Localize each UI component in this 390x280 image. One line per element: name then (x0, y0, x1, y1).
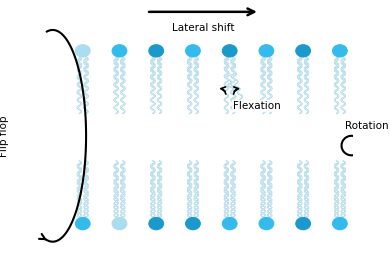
Text: Flip flop: Flip flop (0, 115, 9, 157)
Circle shape (222, 218, 237, 230)
Circle shape (186, 45, 200, 57)
Circle shape (112, 218, 127, 230)
Circle shape (222, 45, 237, 57)
Circle shape (259, 45, 274, 57)
Circle shape (333, 218, 347, 230)
Circle shape (296, 218, 310, 230)
Circle shape (186, 218, 200, 230)
Circle shape (75, 218, 90, 230)
Circle shape (149, 218, 163, 230)
Circle shape (112, 45, 127, 57)
Circle shape (149, 45, 163, 57)
Circle shape (259, 218, 274, 230)
Circle shape (75, 45, 90, 57)
Text: Rotation: Rotation (345, 121, 388, 131)
Text: Lateral shift: Lateral shift (172, 23, 234, 33)
Circle shape (333, 45, 347, 57)
Text: Flexation: Flexation (233, 101, 281, 111)
Circle shape (296, 45, 310, 57)
